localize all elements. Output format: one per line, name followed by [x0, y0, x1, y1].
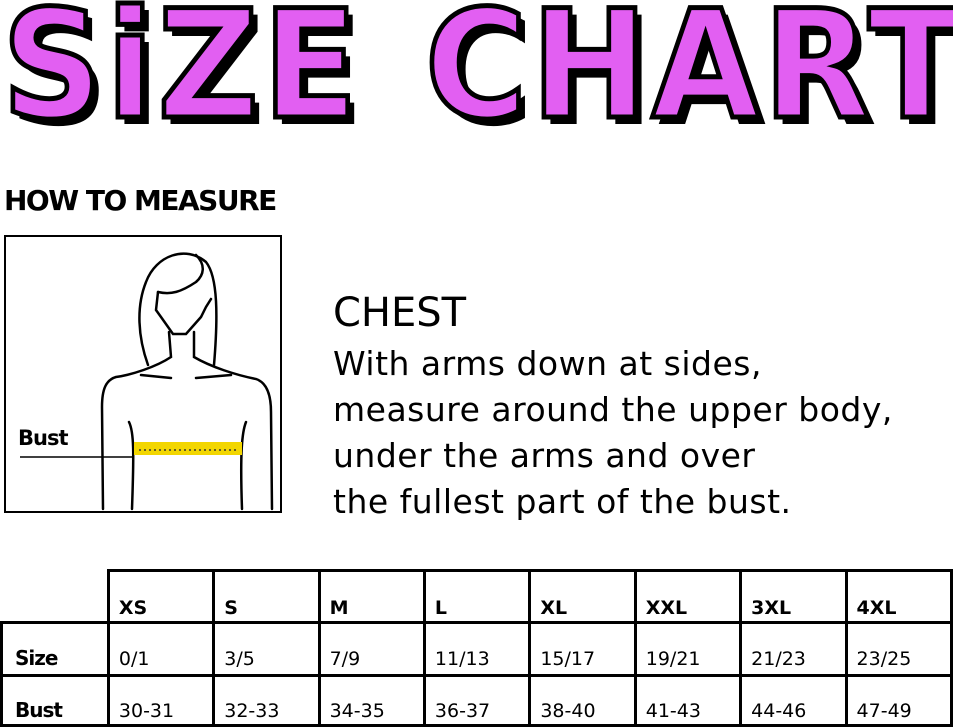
table-cell: 34-35: [317, 674, 426, 727]
table-cell: 30-31: [106, 674, 216, 727]
header-cell: 3XL: [739, 569, 848, 624]
table-cell: 41-43: [633, 674, 743, 727]
table-cell: 44-46: [739, 674, 848, 727]
measurement-figure: Bust: [4, 235, 282, 513]
woman-silhouette-icon: [20, 252, 274, 511]
row-label: Bust: [0, 674, 110, 727]
table-cell: 3/5: [212, 621, 321, 677]
header-cell: L: [422, 569, 532, 624]
instruction-line: the fullest part of the bust.: [333, 482, 792, 521]
instruction-line: With arms down at sides,: [333, 344, 762, 383]
header-cell: XS: [106, 569, 216, 624]
table-cell: 0/1: [106, 621, 216, 677]
title-word-chart: CHART: [423, 0, 953, 153]
table-cell: 7/9: [317, 621, 426, 677]
table-cell: 21/23: [739, 621, 848, 677]
how-to-measure-heading: HOW TO MEASURE: [4, 184, 277, 217]
title-word-size: SiZE: [0, 0, 362, 153]
table-cell: 47-49: [844, 674, 953, 727]
empty-corner-cell: [1, 570, 110, 624]
instruction-line: measure around the upper body,: [333, 390, 893, 429]
instruction-line: under the arms and over: [333, 436, 756, 475]
bust-label: Bust: [18, 426, 68, 450]
chest-heading: CHEST: [333, 290, 467, 336]
table-cell: 19/21: [633, 621, 743, 677]
table-row: Bust 30-31 32-33 34-35 36-37 38-40 41-43…: [0, 674, 953, 727]
table-cell: 11/13: [422, 621, 532, 677]
table-cell: 38-40: [528, 674, 637, 727]
header-cell: M: [317, 569, 426, 624]
header-row: XS S M L XL XXL 3XL 4XL: [1, 569, 953, 624]
header-cell: XL: [528, 569, 637, 624]
header-cell: 4XL: [844, 569, 953, 624]
header-cell: XXL: [633, 569, 743, 624]
size-chart-title: SiZE CHART: [0, 0, 953, 153]
table-row: Size 0/1 3/5 7/9 11/13 15/17 19/21 21/23…: [0, 621, 953, 677]
size-table: XS S M L XL XXL 3XL 4XL Size 0/1 3/5 7/9…: [0, 569, 953, 727]
header-cell: S: [212, 569, 321, 624]
table-cell: 23/25: [844, 621, 953, 677]
row-label: Size: [0, 621, 110, 677]
table-cell: 36-37: [422, 674, 532, 727]
table-cell: 32-33: [212, 674, 321, 727]
chest-instructions: With arms down at sides, measure around …: [333, 341, 893, 525]
table-cell: 15/17: [528, 621, 637, 677]
